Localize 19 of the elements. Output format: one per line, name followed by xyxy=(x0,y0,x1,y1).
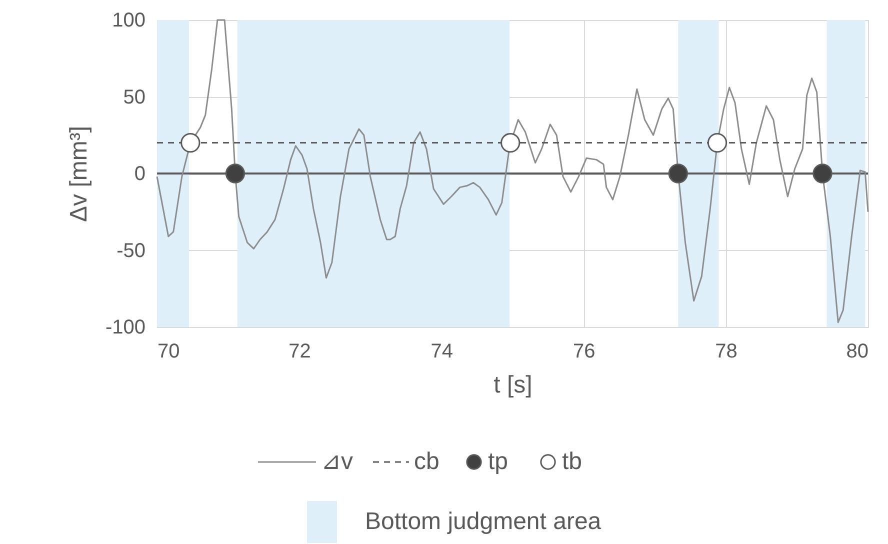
legend-label: ⊿v xyxy=(321,448,353,475)
y-tick-label: 0 xyxy=(134,163,146,185)
legend-label: tp xyxy=(488,448,508,475)
x-axis-title: t [s] xyxy=(494,372,532,398)
x-tick-label: 70 xyxy=(158,340,180,362)
legend-label: cb xyxy=(414,448,440,475)
x-tick-label: 74 xyxy=(430,340,454,362)
y-tick-label: 50 xyxy=(123,86,146,108)
legend-label: Bottom judgment area xyxy=(365,508,602,535)
x-tick-label: 72 xyxy=(288,340,311,362)
y-axis-title: Δv [mm³] xyxy=(65,126,92,222)
y-tick-label: -50 xyxy=(116,240,146,262)
line-series xyxy=(156,19,869,324)
x-tick-label: 80 xyxy=(846,340,868,362)
y-tick-label: -100 xyxy=(105,316,146,338)
y-tick-label: 100 xyxy=(112,10,146,32)
legend-label: tb xyxy=(562,448,582,475)
x-tick-label: 78 xyxy=(715,340,738,362)
x-tick-label: 76 xyxy=(572,340,596,362)
